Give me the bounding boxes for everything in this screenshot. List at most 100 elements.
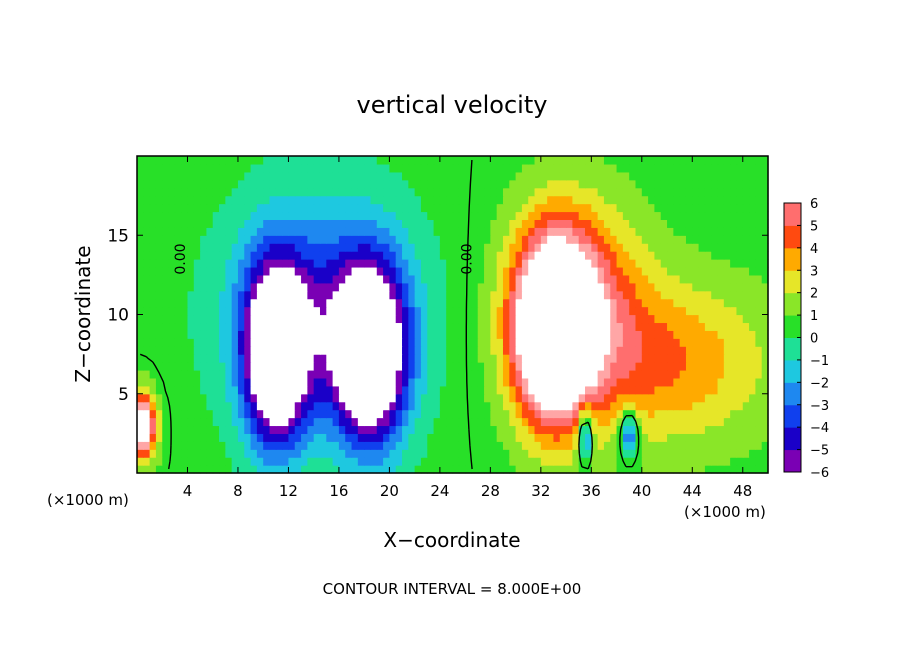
field-cell [319, 401, 327, 411]
field-cell [219, 369, 226, 379]
field-cell [244, 322, 252, 331]
field-cell [307, 306, 315, 316]
field-cell [509, 298, 517, 308]
field-cell [692, 179, 700, 189]
field-cell [660, 282, 668, 292]
field-cell [597, 314, 605, 324]
field-cell [547, 219, 555, 228]
field-cell [402, 433, 409, 442]
field-cell [521, 163, 529, 173]
field-cell [237, 163, 245, 173]
field-cell [338, 369, 346, 379]
field-cell [591, 441, 599, 450]
field-cell [597, 187, 605, 197]
field-cell [673, 251, 681, 260]
field-cell [591, 314, 599, 324]
field-cell [313, 219, 321, 228]
field-cell [383, 171, 390, 181]
field-cell [667, 465, 674, 474]
field-cell [521, 179, 529, 189]
field-cell [502, 219, 510, 228]
field-cell [521, 449, 529, 458]
field-cell [269, 203, 277, 213]
field-cell [237, 330, 245, 339]
field-cell [433, 163, 441, 173]
field-cell [471, 211, 479, 220]
field-cell [439, 195, 447, 205]
field-cell [547, 290, 555, 300]
field-cell [742, 235, 750, 244]
field-cell [471, 362, 479, 371]
field-cell [458, 187, 466, 197]
field-cell [200, 282, 208, 292]
field-cell [736, 290, 744, 300]
field-cell [149, 282, 157, 292]
field-cell [244, 251, 252, 260]
field-cell [137, 346, 144, 355]
field-cell [193, 465, 201, 474]
field-cell [629, 227, 637, 236]
field-cell [155, 314, 163, 324]
field-cell [433, 179, 441, 189]
field-cell [490, 227, 498, 236]
field-cell [553, 243, 561, 252]
field-cell [610, 219, 618, 228]
field-cell [408, 227, 416, 236]
field-cell [452, 187, 460, 197]
field-cell [162, 433, 170, 442]
field-cell [187, 385, 195, 395]
field-cell [509, 290, 517, 300]
field-cell [433, 401, 441, 411]
field-cell [301, 457, 308, 466]
field-cell [231, 156, 239, 165]
field-cell [288, 346, 296, 355]
field-cell [578, 346, 586, 355]
field-cell [395, 195, 403, 205]
field-cell [364, 219, 372, 228]
field-cell [749, 314, 756, 324]
field-cell [610, 425, 618, 434]
field-cell [237, 195, 245, 205]
field-cell [723, 465, 731, 474]
field-cell [648, 259, 656, 268]
field-cell [446, 449, 454, 458]
field-cell [629, 346, 637, 355]
field-cell [717, 282, 725, 292]
field-cell [667, 203, 674, 213]
field-cell [395, 259, 403, 268]
field-cell [566, 251, 573, 260]
field-cell [143, 156, 151, 165]
field-cell [723, 219, 731, 228]
field-cell [679, 417, 687, 427]
field-cell [351, 441, 359, 450]
field-cell [269, 362, 277, 371]
field-cell [231, 259, 239, 268]
field-cell [660, 401, 668, 411]
field-cell [174, 449, 182, 458]
field-cell [244, 163, 252, 173]
field-cell [749, 219, 756, 228]
field-cell [200, 385, 208, 395]
field-cell [521, 457, 529, 466]
field-cell [471, 393, 479, 403]
field-cell [749, 251, 756, 260]
field-cell [496, 203, 504, 213]
field-cell [301, 314, 308, 324]
field-cell [667, 401, 674, 411]
field-cell [465, 457, 473, 466]
field-cell [155, 441, 163, 450]
field-cell [446, 251, 454, 260]
field-cell [383, 425, 390, 434]
field-cell [200, 401, 208, 411]
field-cell [181, 290, 189, 300]
field-cell [219, 274, 226, 284]
field-cell [496, 274, 504, 284]
field-cell [269, 354, 277, 363]
field-cell [256, 179, 264, 189]
field-cell [364, 282, 372, 292]
field-cell [301, 156, 308, 165]
field-cell [755, 441, 763, 450]
field-cell [345, 156, 353, 165]
field-cell [263, 330, 271, 339]
